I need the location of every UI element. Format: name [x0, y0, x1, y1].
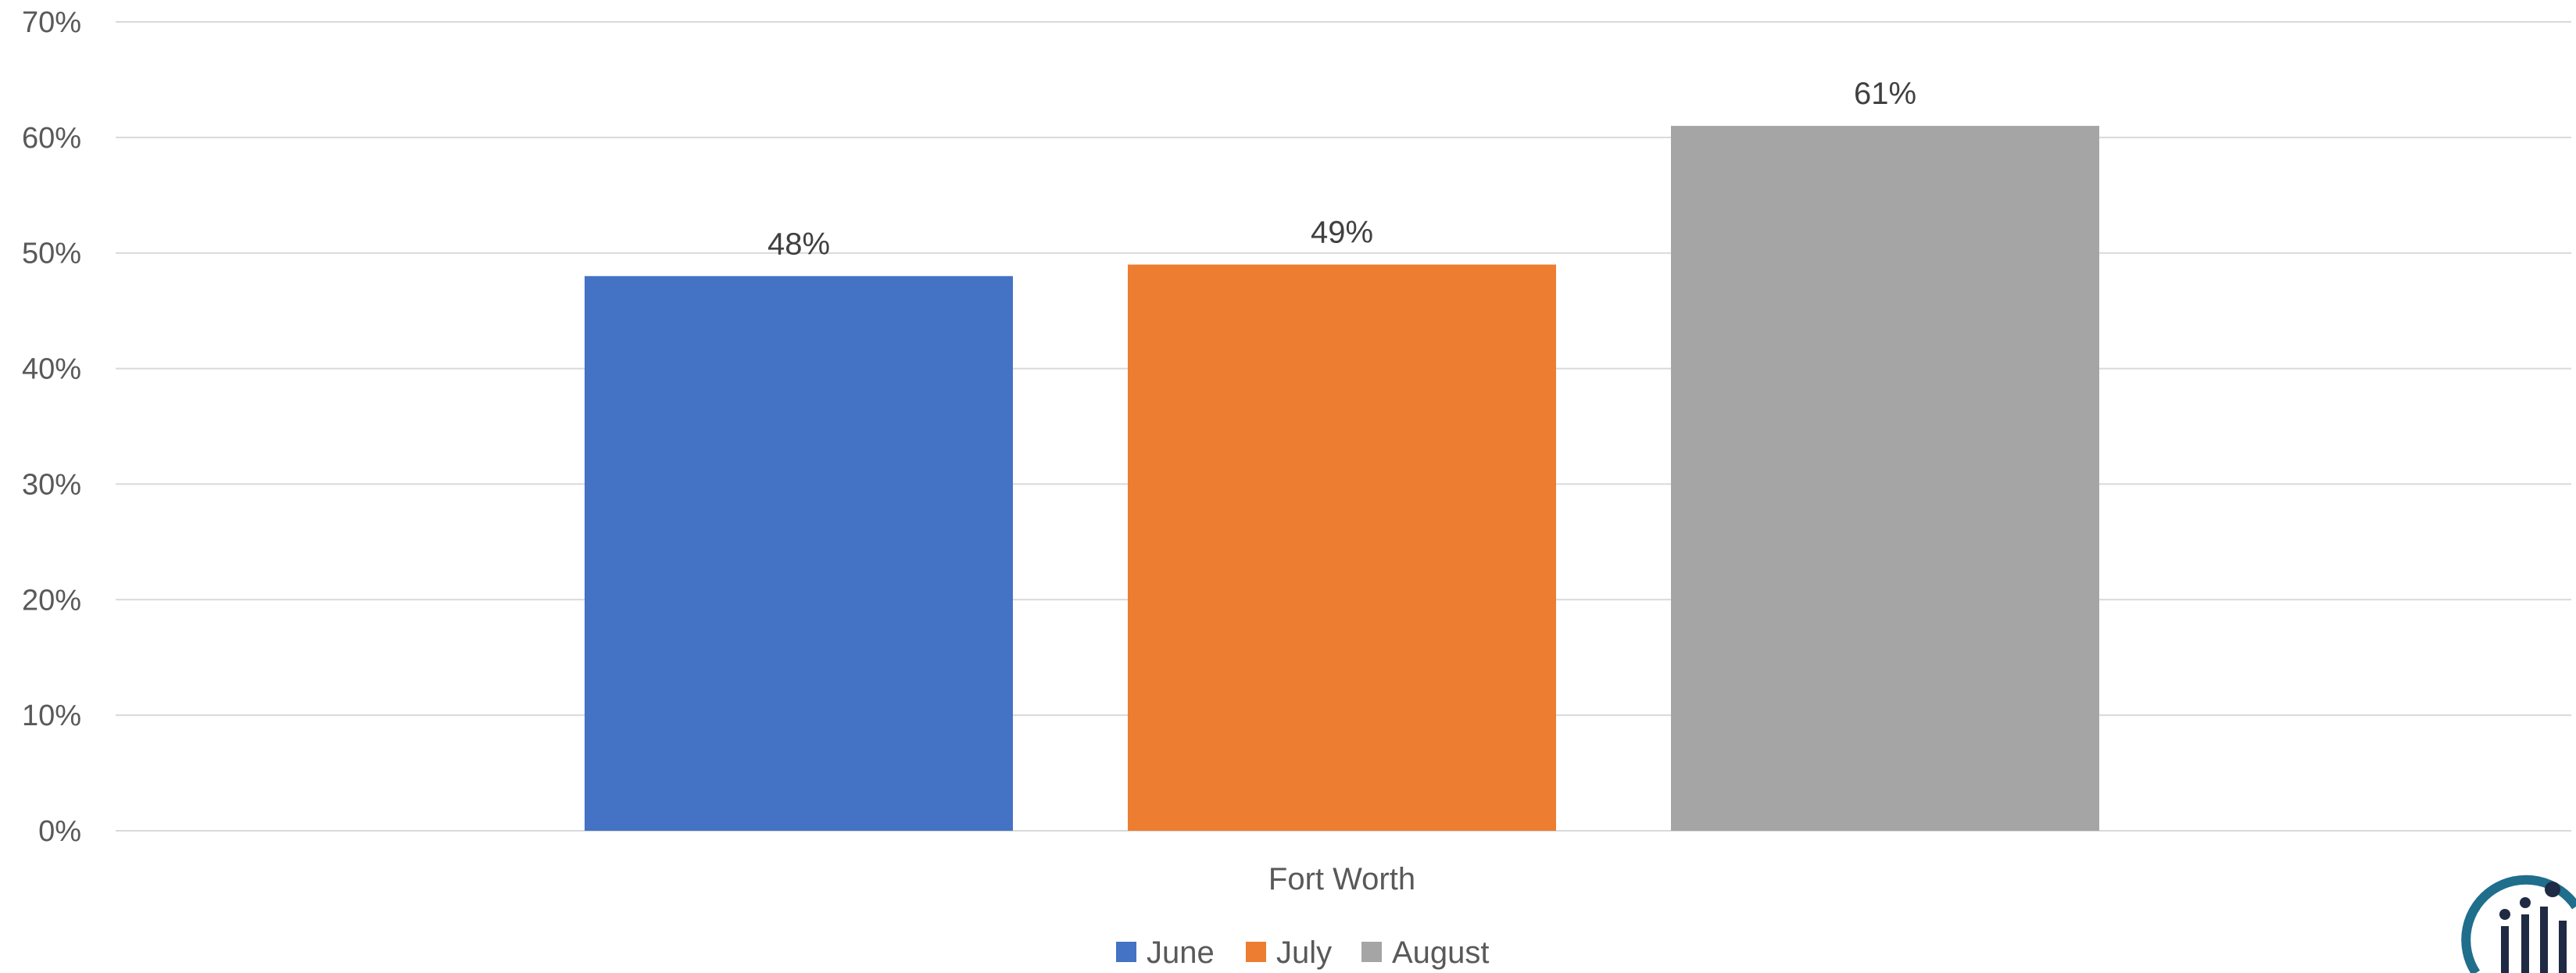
- legend-label-july: July: [1276, 935, 1332, 970]
- y-tick-label: 60%: [22, 122, 81, 155]
- legend-label-august: August: [1392, 935, 1490, 970]
- data-label-june: 48%: [767, 227, 830, 261]
- legend-swatch-august: [1361, 942, 1382, 962]
- y-tick-label: 10%: [22, 699, 81, 732]
- y-tick-label: 50%: [22, 238, 81, 270]
- legend-swatch-june: [1116, 942, 1136, 962]
- data-labels: 48% 49% 61%: [767, 77, 1916, 261]
- legend: June July August: [1116, 935, 1490, 970]
- bar-august: [1671, 126, 2099, 832]
- ili-logo-icon: [2461, 875, 2576, 973]
- data-label-august: 61%: [1854, 77, 1916, 111]
- y-tick-label: 70%: [22, 6, 81, 39]
- y-tick-label: 40%: [22, 353, 81, 386]
- bar-july: [1128, 264, 1556, 831]
- legend-swatch-july: [1246, 942, 1266, 962]
- y-axis-ticks: 0% 10% 20% 30% 40% 50% 60% 70%: [22, 6, 81, 848]
- bar-june: [585, 276, 1013, 831]
- legend-label-june: June: [1147, 935, 1215, 970]
- y-tick-label: 30%: [22, 468, 81, 501]
- x-category-label: Fort Worth: [1268, 862, 1415, 896]
- bars: [585, 126, 2099, 832]
- y-tick-label: 20%: [22, 584, 81, 617]
- category-labels: Fort Worth: [1268, 862, 1415, 896]
- data-label-july: 49%: [1311, 216, 1373, 250]
- y-tick-label: 0%: [38, 815, 81, 848]
